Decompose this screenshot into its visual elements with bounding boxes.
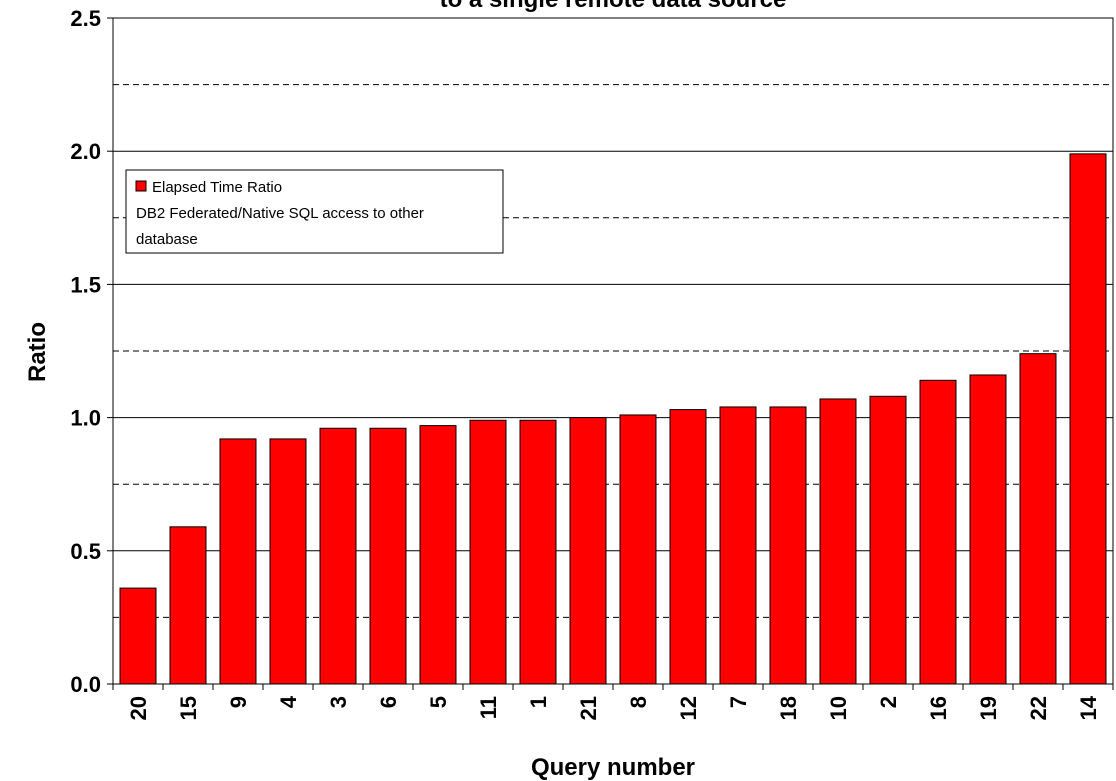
bar-query-18 (769, 406, 807, 685)
bar-query-3 (319, 427, 357, 685)
x-tick-label: 19 (976, 696, 1001, 720)
chart-title: to a single remote data source (440, 0, 787, 13)
x-tick-label: 9 (226, 696, 251, 708)
legend-label-line3: database (136, 231, 198, 248)
bar-query-8 (619, 414, 657, 685)
bar-query-5 (419, 425, 457, 685)
x-axis-title: Query number (531, 754, 695, 781)
bar-query-22 (1019, 353, 1057, 685)
x-tick-label: 12 (676, 696, 701, 720)
y-axis-title: Ratio (24, 322, 51, 382)
x-tick-label: 11 (476, 696, 501, 719)
legend-label-line1: Elapsed Time Ratio (152, 179, 282, 196)
bar-query-12 (669, 409, 707, 685)
x-tick-label: 16 (926, 696, 951, 720)
bar-query-9 (219, 438, 257, 685)
legend-box (125, 169, 504, 254)
x-tick-label: 20 (126, 696, 151, 720)
bars-layer (119, 153, 1107, 685)
y-tick-label: 2.5 (70, 6, 101, 31)
x-tick-label: 21 (576, 696, 601, 720)
legend: Elapsed Time Ratio DB2 Federated/Native … (125, 169, 504, 254)
x-tick-label: 2 (876, 696, 901, 708)
y-tick-label: 1.5 (70, 272, 101, 297)
x-tick-label: 3 (326, 696, 351, 708)
y-tick-label: 0.5 (70, 539, 101, 564)
bar-query-19 (969, 374, 1007, 685)
bar-query-1 (519, 419, 557, 685)
legend-label-line2: DB2 Federated/Native SQL access to other (136, 205, 424, 222)
x-tick-label: 14 (1076, 695, 1101, 720)
y-tick-label: 0.0 (70, 672, 101, 697)
bar-query-6 (369, 427, 407, 685)
y-tick-label: 2.0 (70, 139, 101, 164)
bar-query-10 (819, 398, 857, 685)
grid-layer (113, 84, 1113, 618)
x-tick-label: 1 (526, 696, 551, 708)
bar-query-11 (469, 419, 507, 685)
bar-query-21 (569, 417, 607, 685)
x-tick-label: 5 (426, 696, 451, 708)
x-tick-label: 18 (776, 696, 801, 720)
bar-query-16 (919, 379, 957, 685)
x-tick-label: 7 (726, 696, 751, 708)
x-tick-label: 10 (826, 696, 851, 720)
x-tick-label: 8 (626, 696, 651, 708)
bar-query-2 (869, 395, 907, 685)
x-tick-label: 6 (376, 696, 401, 708)
bar-query-7 (719, 406, 757, 685)
y-tick-label: 1.0 (70, 406, 101, 431)
bar-query-14 (1069, 153, 1107, 685)
legend-swatch (135, 180, 147, 192)
bar-query-4 (269, 438, 307, 685)
x-tick-label: 15 (176, 696, 201, 720)
x-tick-label: 4 (276, 695, 301, 708)
bar-query-15 (169, 526, 207, 685)
bar-query-20 (119, 587, 157, 685)
axis-layer: 0.00.51.01.52.02.520 15 9 4 3 6 5 11 1 21 8 12 7 18 10… (70, 6, 1114, 720)
x-tick-label: 22 (1026, 696, 1051, 720)
